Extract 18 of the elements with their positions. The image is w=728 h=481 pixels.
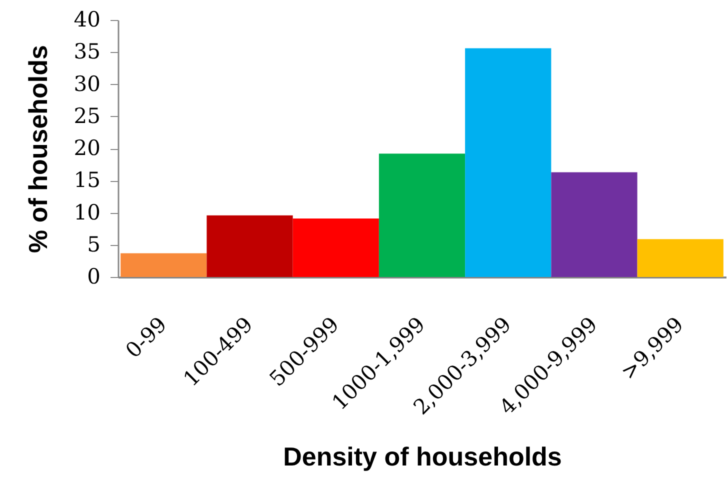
y-tick-label: 20 [74, 136, 100, 160]
bar [378, 154, 466, 277]
bar [206, 215, 293, 277]
bar [551, 172, 638, 277]
bar [120, 253, 207, 277]
y-tick-label: 40 [74, 8, 100, 32]
y-tick-label: 25 [74, 104, 100, 128]
y-axis-title: % of households [22, 45, 53, 253]
bar [465, 48, 552, 277]
x-axis-title: Density of households [283, 442, 562, 472]
y-tick-label: 35 [74, 40, 100, 64]
y-tick-label: 5 [87, 232, 100, 256]
bar [637, 239, 724, 277]
bar [292, 218, 379, 277]
y-tick-label: 10 [74, 200, 100, 224]
y-tick-label: 0 [87, 264, 100, 288]
y-tick-label: 15 [74, 168, 100, 192]
y-tick-label: 30 [74, 72, 100, 96]
